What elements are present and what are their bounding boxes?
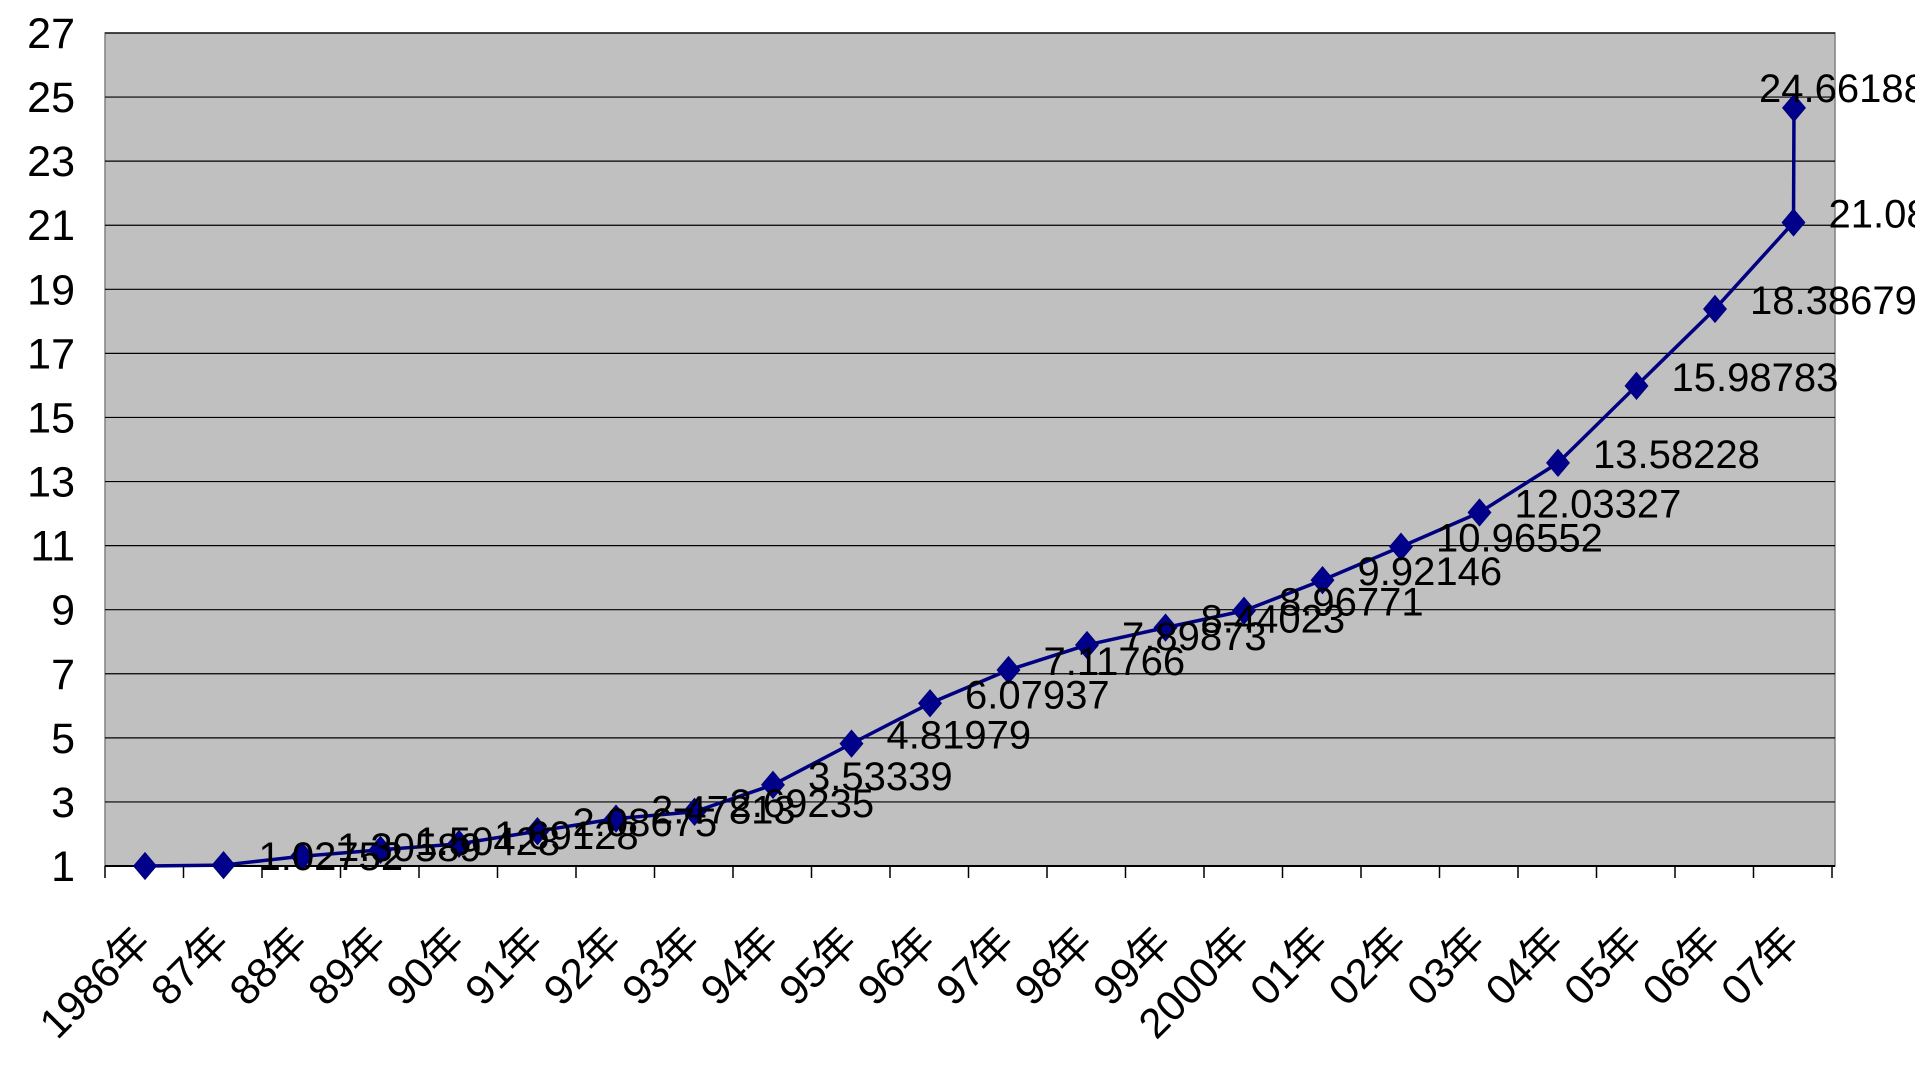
x-tick-label: 92年 (534, 918, 630, 1014)
y-tick-label: 9 (51, 587, 75, 635)
y-tick-label: 23 (27, 138, 75, 186)
y-tick-label: 15 (27, 394, 75, 442)
y-tick-label: 7 (51, 651, 75, 699)
x-tick-label: 03年 (1398, 918, 1494, 1014)
data-label: 12.03327 (1515, 483, 1682, 527)
y-tick-label: 11 (30, 523, 75, 571)
y-tick-label: 3 (51, 779, 75, 827)
x-tick-label: 88年 (220, 918, 316, 1014)
x-tick-label: 96年 (848, 918, 944, 1014)
x-tick-label: 93年 (613, 918, 709, 1014)
x-tick-label: 05年 (1555, 918, 1651, 1014)
y-tick-label: 27 (27, 10, 75, 58)
data-label: 15.98783 (1672, 356, 1839, 400)
y-tick-label: 17 (27, 330, 75, 378)
x-tick-label: 87年 (142, 918, 238, 1014)
x-tick-label: 90年 (377, 918, 473, 1014)
y-tick-label: 25 (27, 74, 75, 122)
y-tick-label: 21 (27, 202, 75, 250)
y-tick-label: 1 (51, 843, 75, 891)
x-tick-label: 07年 (1712, 918, 1808, 1014)
data-label: 13.58228 (1593, 433, 1760, 477)
x-tick-label: 98年 (1005, 918, 1101, 1014)
x-tick-label: 1986年 (30, 918, 159, 1047)
y-tick-label: 5 (51, 715, 75, 763)
x-tick-label: 04年 (1476, 918, 1572, 1014)
data-label: 21.0871 (1829, 192, 1915, 236)
data-label-end: 24.66188 (1759, 67, 1915, 111)
x-tick-label: 91年 (456, 918, 552, 1014)
y-tick-label: 19 (27, 266, 75, 314)
x-tick-label: 02年 (1319, 918, 1415, 1014)
data-label: 4.81979 (887, 714, 1032, 758)
x-tick-label: 94年 (691, 918, 787, 1014)
x-tick-label: 01年 (1241, 918, 1337, 1014)
data-label: 3.53339 (808, 755, 953, 799)
data-label: 18.38679 (1750, 279, 1915, 323)
x-tick-label: 89年 (299, 918, 395, 1014)
x-tick-label: 95年 (770, 918, 866, 1014)
x-tick-label: 97年 (927, 918, 1023, 1014)
x-tick-label: 06年 (1633, 918, 1729, 1014)
y-tick-label: 13 (27, 459, 75, 507)
